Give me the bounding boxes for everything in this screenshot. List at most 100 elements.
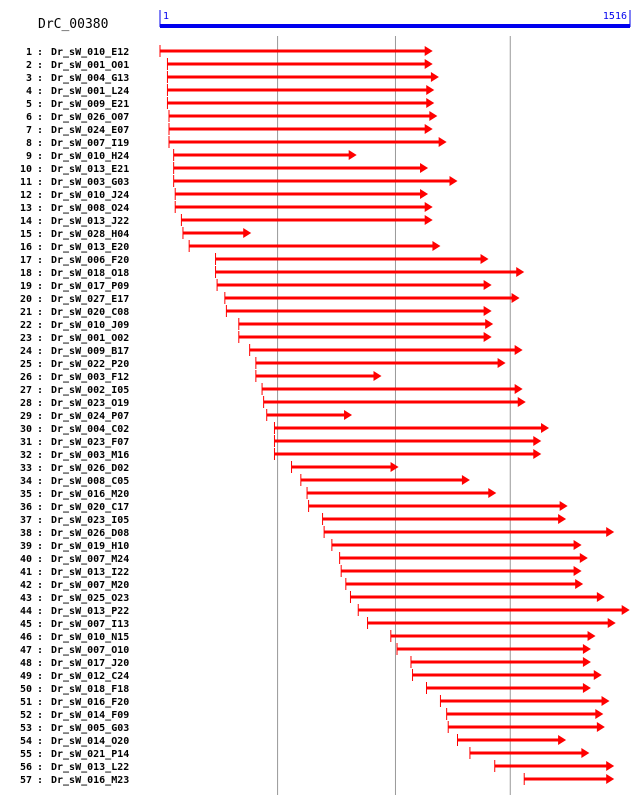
read-arrow [446,708,604,720]
read-index: 14 [20,216,32,227]
read-arrow [263,396,526,408]
read-arrow [339,552,588,564]
read-separator: : [37,606,43,617]
read-name: Dr_sW_004_G13 [51,73,129,84]
read-separator: : [37,450,43,461]
read-arrow [273,422,550,434]
read-arrow [390,630,596,642]
read-name: Dr_sW_013_L22 [51,762,129,773]
read-separator: : [37,177,43,188]
read-arrow [523,773,615,785]
read-name: Dr_sW_026_D02 [51,463,129,474]
read-separator: : [37,112,43,123]
read-arrowhead [587,631,596,641]
read-separator: : [37,73,43,84]
read-name: Dr_sW_017_J20 [51,658,129,669]
read-index: 49 [20,671,32,682]
read-index: 48 [20,658,32,669]
read-arrow [447,721,605,733]
read-arrowhead [424,59,433,69]
read-index: 46 [20,632,32,643]
read-index: 27 [20,385,32,396]
read-arrowhead [516,267,525,277]
read-arrow [238,318,494,330]
read-labels: 1: Dr_sW_010_E12 2: Dr_sW_001_O01 3: Dr_sW_00… [20,47,129,786]
read-arrow [173,162,429,174]
read-index: 2 [26,60,32,71]
read-index: 31 [20,437,32,448]
read-arrow [367,617,616,629]
read-arrow [349,591,605,603]
read-arrow [357,604,630,616]
read-arrow [273,448,542,460]
read-index: 25 [20,359,32,370]
read-arrow [249,344,523,356]
read-index: 34 [20,476,32,487]
read-arrow [323,526,615,538]
read-arrow [266,409,353,421]
read-arrow [173,149,357,161]
read-arrowhead [426,85,435,95]
read-separator: : [37,684,43,695]
read-arrowhead [595,709,604,719]
read-arrowhead [429,111,438,121]
read-name: Dr_sW_013_E20 [51,242,129,253]
read-name: Dr_sW_003_M16 [51,450,129,461]
read-arrowhead [420,163,429,173]
read-arrowhead [573,566,582,576]
read-name: Dr_sW_018_F18 [51,684,129,695]
read-arrowhead [488,488,497,498]
read-separator: : [37,359,43,370]
read-name: Dr_sW_010_H24 [51,151,129,162]
read-arrow [322,513,567,525]
read-separator: : [37,294,43,305]
read-index: 37 [20,515,32,526]
read-arrowhead [430,72,439,82]
read-arrow [457,734,567,746]
read-arrowhead [606,774,615,784]
read-arrow [168,110,438,122]
read-index: 43 [20,593,32,604]
read-arrowhead [593,670,602,680]
read-arrow [396,643,591,655]
read-index: 6 [26,112,32,123]
read-arrowhead [514,384,523,394]
read-name: Dr_sW_020_C17 [51,502,129,513]
read-index: 53 [20,723,32,734]
read-arrow [273,435,542,447]
read-index: 55 [20,749,32,760]
read-separator: : [37,255,43,266]
read-separator: : [37,372,43,383]
read-arrowhead [424,46,433,56]
read-separator: : [37,619,43,630]
read-separator: : [37,671,43,682]
read-arrowhead [601,696,610,706]
read-arrowhead [483,306,492,316]
read-name: Dr_sW_003_F12 [51,372,129,383]
read-index: 36 [20,502,32,513]
read-arrowhead [596,592,605,602]
read-name: Dr_sW_026_O07 [51,112,129,123]
read-arrowhead [420,189,429,199]
read-arrowhead [497,358,506,368]
read-arrowhead [348,150,357,160]
read-name: Dr_sW_007_I13 [51,619,129,630]
read-name: Dr_sW_008_C05 [51,476,129,487]
read-separator: : [37,216,43,227]
read-arrowhead [541,423,550,433]
read-name: Dr_sW_020_C08 [51,307,129,318]
read-separator: : [37,138,43,149]
read-index: 30 [20,424,32,435]
read-name: Dr_sW_023_I05 [51,515,129,526]
read-index: 10 [20,164,32,175]
read-arrowhead [517,397,526,407]
read-index: 57 [20,775,32,786]
read-separator: : [37,398,43,409]
read-arrowhead [485,319,494,329]
read-separator: : [37,580,43,591]
read-name: Dr_sW_010_J09 [51,320,129,331]
read-arrowhead [243,228,252,238]
read-index: 5 [26,99,32,110]
read-arrow [215,266,525,278]
